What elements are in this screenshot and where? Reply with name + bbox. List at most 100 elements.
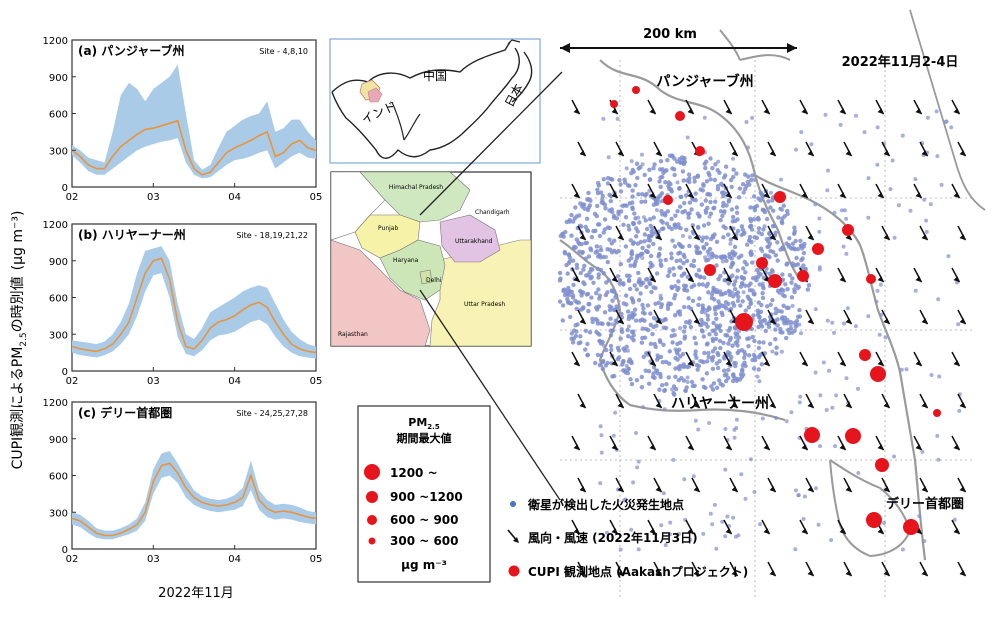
fire-point — [657, 179, 662, 184]
fire-point — [630, 241, 636, 246]
wind-arrow-head — [617, 150, 624, 157]
panel-1: 0 300 600 900 1200 02 03 04 05 (a) パンジャーブ州 Site - … — [43, 36, 323, 203]
wind-arrow-head — [807, 402, 814, 409]
fire-point — [728, 241, 733, 246]
fire-point — [740, 299, 745, 304]
fire-point — [714, 316, 719, 321]
fire-point — [767, 341, 773, 347]
fire-point — [665, 209, 670, 214]
fire-point — [602, 217, 608, 222]
fire-point — [754, 278, 759, 283]
fire-point — [638, 291, 643, 296]
fire-point — [774, 416, 778, 420]
fire-point — [841, 244, 846, 249]
fire-point — [636, 215, 641, 220]
fire-point — [782, 294, 787, 299]
fire-point — [669, 255, 674, 261]
fire-point — [619, 311, 624, 317]
fire-point — [618, 182, 623, 187]
fire-point — [685, 380, 690, 384]
fire-point — [773, 253, 778, 258]
wind-arrow-head — [617, 234, 624, 241]
wind-arrow-head — [731, 570, 738, 577]
wind-arrow-head — [687, 192, 694, 199]
fire-point — [701, 531, 706, 536]
fire-point — [665, 306, 671, 311]
wind-arrow-head — [693, 402, 700, 409]
fire-point — [761, 340, 766, 345]
wind-arrow-head — [921, 570, 928, 577]
fire-point — [676, 285, 681, 291]
y-tick-label: 1200 — [43, 36, 68, 47]
fire-point — [792, 225, 797, 230]
wind-arrow-head — [769, 234, 776, 241]
fire-point — [730, 214, 736, 220]
fire-point — [875, 288, 880, 293]
fire-point — [793, 283, 798, 288]
cupi-site — [859, 349, 871, 361]
fire-point — [648, 217, 653, 222]
fire-point — [875, 125, 880, 130]
fire-point — [721, 224, 726, 229]
fire-point — [585, 341, 590, 347]
fire-point — [583, 328, 588, 333]
fire-point — [692, 283, 697, 288]
fire-point — [664, 382, 669, 387]
fire-point — [643, 368, 648, 373]
fire-point — [797, 307, 802, 313]
fire-point — [579, 289, 584, 295]
wind-arrow-head — [883, 318, 890, 325]
fire-point — [706, 350, 711, 356]
fire-point — [605, 247, 610, 252]
fire-point — [673, 292, 678, 298]
wind-arrow-head — [839, 108, 846, 115]
fire-point — [700, 306, 706, 311]
fire-point — [623, 215, 629, 220]
fire-point — [824, 408, 829, 412]
fire-point — [663, 257, 668, 263]
legend-dot-1 — [364, 464, 380, 480]
median-line — [71, 257, 317, 354]
fire-point — [595, 203, 600, 209]
fire-point — [735, 268, 740, 273]
fire-point — [657, 387, 662, 392]
wind-arrow-head — [579, 486, 586, 493]
fire-point — [636, 459, 641, 464]
wind-arrow-head — [953, 444, 960, 451]
fire-point — [557, 278, 563, 283]
fire-point — [900, 547, 905, 552]
fire-point — [702, 350, 707, 356]
fire-point — [785, 287, 790, 292]
fire-point — [660, 220, 665, 225]
fire-point — [708, 177, 713, 182]
fire-point — [570, 293, 576, 298]
fire-point — [688, 324, 694, 330]
fire-point — [741, 266, 746, 271]
fire-point — [681, 233, 685, 238]
fire-point — [659, 302, 665, 307]
fire-point — [655, 368, 660, 373]
fire-point — [797, 322, 802, 327]
fire-point — [733, 331, 738, 336]
fire-point — [669, 216, 674, 222]
fire-point — [720, 259, 725, 264]
scale-bar: 200 km — [560, 27, 797, 53]
fire-point — [696, 427, 701, 432]
fire-point — [842, 208, 847, 213]
fire-point — [617, 177, 622, 183]
fire-point — [845, 306, 850, 311]
fire-point — [687, 319, 692, 324]
x-tick-label: 04 — [228, 192, 241, 203]
fire-point — [627, 286, 633, 292]
fire-point — [629, 159, 634, 164]
x-tick-label: 03 — [147, 376, 160, 387]
wind-arrow-head — [655, 318, 662, 325]
fire-point — [585, 291, 591, 297]
fire-point — [718, 328, 723, 333]
fire-point — [788, 326, 794, 331]
wind-arrow-head — [693, 318, 700, 325]
fire-point — [782, 321, 787, 326]
wind-arrow-head — [877, 108, 884, 115]
wind-arrow-head — [763, 444, 770, 451]
fire-point — [761, 286, 766, 291]
